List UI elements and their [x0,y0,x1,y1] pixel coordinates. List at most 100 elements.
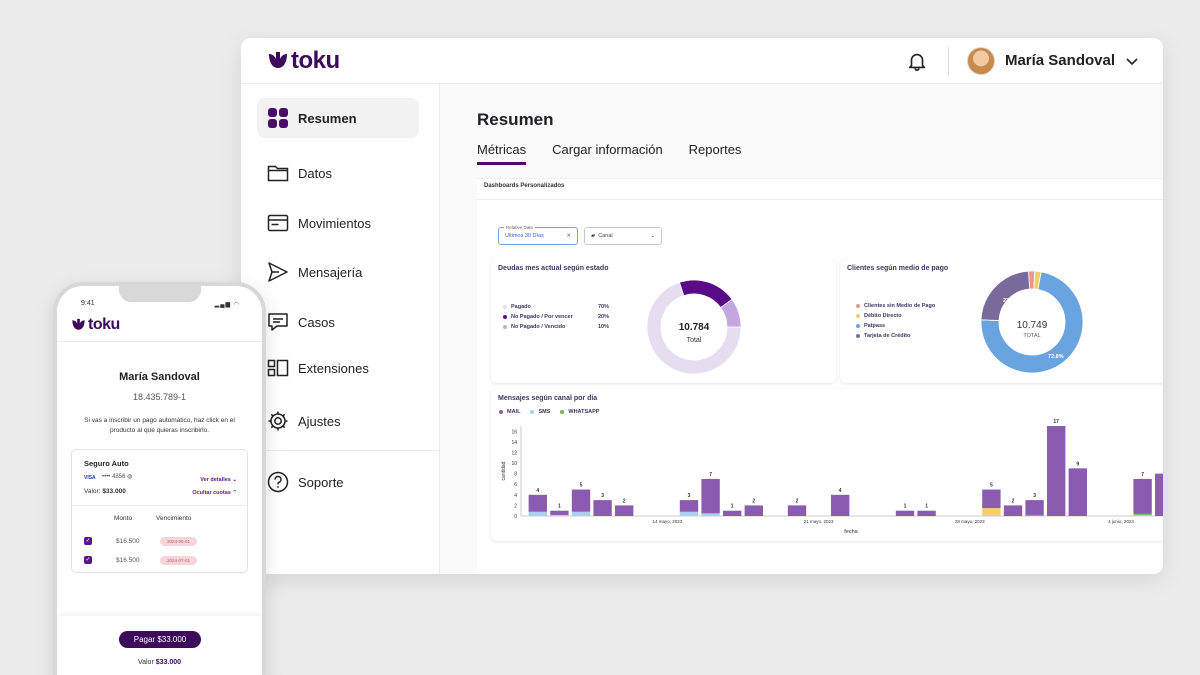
sidebar-item-ajustes[interactable]: Ajustes [257,401,419,441]
logo-text: toku [88,316,120,333]
sidebar-item-datos[interactable]: Datos [257,153,419,193]
chevron-down-icon[interactable] [1125,54,1139,68]
sidebar-item-extensiones[interactable]: Extensiones [257,348,419,388]
sidebar-item-casos[interactable]: Casos [257,302,419,342]
y-tick-label: 14 [511,440,517,446]
pay-button[interactable]: Pagar $33.000 [119,631,201,648]
slice-label: 72.8% [1048,354,1064,360]
bar-segment-mail [917,510,936,516]
sidebar-item-label: Mensajería [298,264,363,280]
bar-segment-mail [1003,505,1023,516]
sidebar-item-mensajeria[interactable]: Mensajería [257,252,419,292]
messages-legend: MAIL SMS WHATSAPP [499,407,599,417]
installment-row[interactable]: ✓ $16.500 2024-06-01 [84,535,237,547]
legend-label: SMS [538,409,551,415]
legend-item: Tarjeta de Crédito [856,331,966,341]
bar-segment-mail [1047,426,1066,516]
sidebar-divider [241,450,439,451]
legend-label: Débito Directo [864,313,902,319]
y-tick-label: 16 [511,429,517,435]
y-tick-label: 10 [511,461,517,467]
sidebar-item-soporte[interactable]: Soporte [257,462,419,502]
bar-total-label: 17 [1053,419,1059,425]
visa-logo: VISA [84,475,96,481]
details-link[interactable]: Ver detalles ⌄ [200,477,237,483]
bar-segment-mail [528,494,547,512]
bar-segment-mail [679,500,699,512]
product-card[interactable]: Seguro Auto VISA •••• 4856 ◍ Valor: $33.… [71,449,248,573]
legend-value: 10% [597,324,609,330]
sidebar-item-resumen[interactable]: Resumen [257,98,419,138]
bar-segment-mail [701,478,720,514]
sidebar-item-label: Datos [298,165,332,181]
bar-segment-mail [593,500,612,516]
channel-filter[interactable]: ▰ Canal ⌄ [584,227,662,245]
sidebar-item-movimientos[interactable]: Movimientos [257,203,419,243]
installment-due-badge: 2024-06-01 [160,536,198,546]
clear-icon[interactable]: ✕ [566,233,571,239]
bar-segment-sms [1133,514,1152,516]
donut-slices [646,279,742,375]
installment-due-badge: 2024-07-01 [160,555,198,565]
y-tick-label: 4 [514,493,517,499]
hide-installments-link[interactable]: Ocultar cuotas ⌃ [192,490,237,496]
donut-slice-tarjeta-de-cr-dito [980,270,1031,321]
folder-icon [267,165,289,182]
dashboard-divider [477,199,1163,200]
x-axis-label: fecha [844,529,858,535]
bar-segment-sms [679,511,699,516]
bar-segment-mail [1068,468,1087,516]
x-tick-label: 4 junio, 2023 [1108,519,1134,524]
y-tick-label: 6 [514,482,517,488]
donut-slice-pagado [646,281,742,375]
bar-total-label: 1 [731,504,734,510]
clients-legend: Clientes sin Medio de Pago Débito Direct… [856,301,966,341]
sidebar-item-label: Resumen [298,110,357,126]
tab-metricas[interactable]: Métricas [477,142,527,165]
user-name[interactable]: María Sandoval [1004,52,1115,69]
page-title: Resumen [477,110,554,129]
product-title: Seguro Auto [84,459,129,468]
bar-total-label: 2 [752,498,755,504]
donut-slice-patpass [980,271,1084,374]
tab-cargar-informacion[interactable]: Cargar información [552,142,663,157]
donut-slice-no-pagado-por-vencer [678,279,733,309]
customer-rut: 18.435.789-1 [132,392,187,402]
date-filter[interactable]: Relative Date Ultimos 30 Días ✕ [498,225,578,245]
y-tick-label: 8 [514,472,517,478]
tabs: Métricas Cargar información Reportes [477,142,741,165]
chat-icon [268,313,288,331]
main-content: Resumen Métricas Cargar información Repo… [440,84,1163,574]
x-tick-label: 21 mayo, 2023 [804,519,834,524]
installment-row[interactable]: ✓ $16.500 2024-07-01 [84,554,237,566]
toku-logo[interactable]: toku [267,47,340,75]
col-monto-header: Monto [114,515,133,522]
checkbox-checked-icon[interactable]: ✓ [84,537,92,545]
y-tick-label: 2 [514,503,517,509]
slice-label: 23.2% [1003,298,1019,304]
bar-segment-tarjeta [982,508,1001,516]
legend-item: No Pagado / Por vencer 20% [503,312,609,322]
checkbox-checked-icon[interactable]: ✓ [84,556,92,564]
sidebar-item-label: Ajustes [298,413,341,429]
avatar[interactable] [966,46,995,75]
sidebar-item-label: Movimientos [298,215,371,231]
clients-donut-chart: 10.749 TOTAL 23.2% 72.8% [980,270,1084,374]
bar-segment-mail [895,510,915,516]
bell-icon[interactable] [906,50,928,72]
tab-reportes[interactable]: Reportes [688,142,742,157]
debts-total-label: Total [687,337,702,344]
messages-card: Mensajes según canal por día MAIL SMS WH… [491,389,1163,541]
card-mask: •••• 4856 ◍ [102,474,133,480]
bar-total-label: 2 [796,498,799,504]
bar-segment-sms [550,514,569,516]
legend-label: No Pagado / Vencido [511,324,566,330]
bar-total-label: 3 [1033,493,1036,499]
bar-total-label: 3 [601,493,604,499]
bar-segment-mail [982,489,1001,509]
dashboard-panel: Dashboards Personalizados Relative Date … [477,178,1163,574]
bar-segment-mail [1025,500,1044,515]
bar-segment-mail [550,510,569,515]
channel-filter-value: Canal [598,233,613,239]
bar-total-label: 1 [558,504,561,510]
